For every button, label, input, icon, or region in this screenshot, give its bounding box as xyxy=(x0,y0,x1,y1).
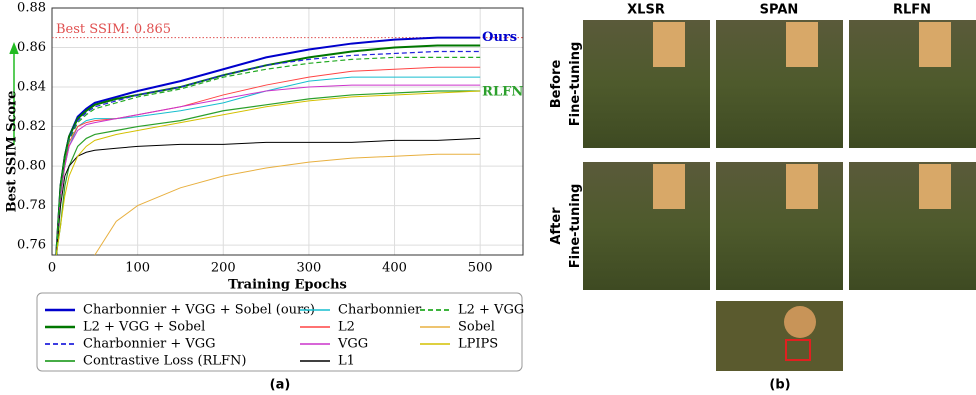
x-tick-label: 100 xyxy=(125,261,150,276)
image xyxy=(583,162,710,290)
image xyxy=(716,20,843,148)
legend-label: Contrastive Loss (RLFN) xyxy=(83,354,246,369)
column-header: SPAN xyxy=(760,3,799,18)
image-detail xyxy=(784,306,816,338)
y-tick-label: 0.80 xyxy=(17,159,46,174)
y-tick-label: 0.84 xyxy=(17,80,46,95)
legend-label: Charbonnier + VGG xyxy=(83,337,216,352)
plot-frame xyxy=(51,7,524,256)
x-tick-label: 400 xyxy=(382,261,407,276)
legend-label: Charbonnier + VGG + Sobel (ours) xyxy=(83,303,315,318)
crop-box xyxy=(785,339,811,361)
end-label: Ours xyxy=(482,30,517,45)
x-tick-label: 0 xyxy=(48,261,56,276)
image xyxy=(716,301,843,371)
image-detail xyxy=(919,164,951,209)
legend-label: L2 + VGG xyxy=(458,303,524,318)
image-detail xyxy=(653,164,685,209)
series-line xyxy=(94,153,481,256)
y-tick-label: 0.76 xyxy=(17,238,46,253)
image xyxy=(849,20,976,148)
series-line xyxy=(55,90,481,256)
image xyxy=(716,162,843,290)
image-detail xyxy=(653,22,685,67)
x-tick-label: 200 xyxy=(211,261,236,276)
caption: (b) xyxy=(769,378,790,393)
image-detail xyxy=(919,22,951,67)
row-header: After Fine-tuning xyxy=(549,184,583,269)
y-arrow xyxy=(9,41,19,145)
series-line xyxy=(55,36,481,256)
legend-label: L2 + VGG + Sobel xyxy=(83,320,205,335)
column-header: XLSR xyxy=(627,3,665,18)
reference-label: Best SSIM: 0.865 xyxy=(56,22,171,37)
column-header: RLFN xyxy=(893,3,931,18)
y-axis-label: Best SSIM Score xyxy=(5,91,20,213)
series-line xyxy=(55,50,481,256)
series-line xyxy=(55,84,481,256)
row-header: Before Fine-tuning xyxy=(549,42,583,127)
y-tick-label: 0.78 xyxy=(17,198,46,213)
legend-box xyxy=(36,292,523,372)
x-axis-label: Training Epochs xyxy=(228,278,347,293)
image xyxy=(849,162,976,290)
end-label: RLFN xyxy=(482,84,523,99)
y-tick-label: 0.88 xyxy=(17,1,46,16)
legend-label: VGG xyxy=(337,337,368,352)
legend-label: LPIPS xyxy=(458,337,498,352)
x-tick-label: 500 xyxy=(468,261,493,276)
image-detail xyxy=(786,22,818,67)
series-line xyxy=(55,90,481,256)
image-detail xyxy=(786,164,818,209)
legend-label: L1 xyxy=(338,354,355,369)
y-tick-label: 0.82 xyxy=(17,119,46,134)
y-tick-label: 0.86 xyxy=(17,40,46,55)
legend-label: Sobel xyxy=(458,320,495,335)
series-line xyxy=(55,137,481,256)
x-tick-label: 300 xyxy=(296,261,321,276)
legend-label: Charbonnier xyxy=(338,303,422,318)
image xyxy=(583,20,710,148)
series-line xyxy=(55,56,481,256)
image-grid xyxy=(583,20,976,371)
caption: (a) xyxy=(270,378,291,393)
legend-label: L2 xyxy=(338,320,355,335)
